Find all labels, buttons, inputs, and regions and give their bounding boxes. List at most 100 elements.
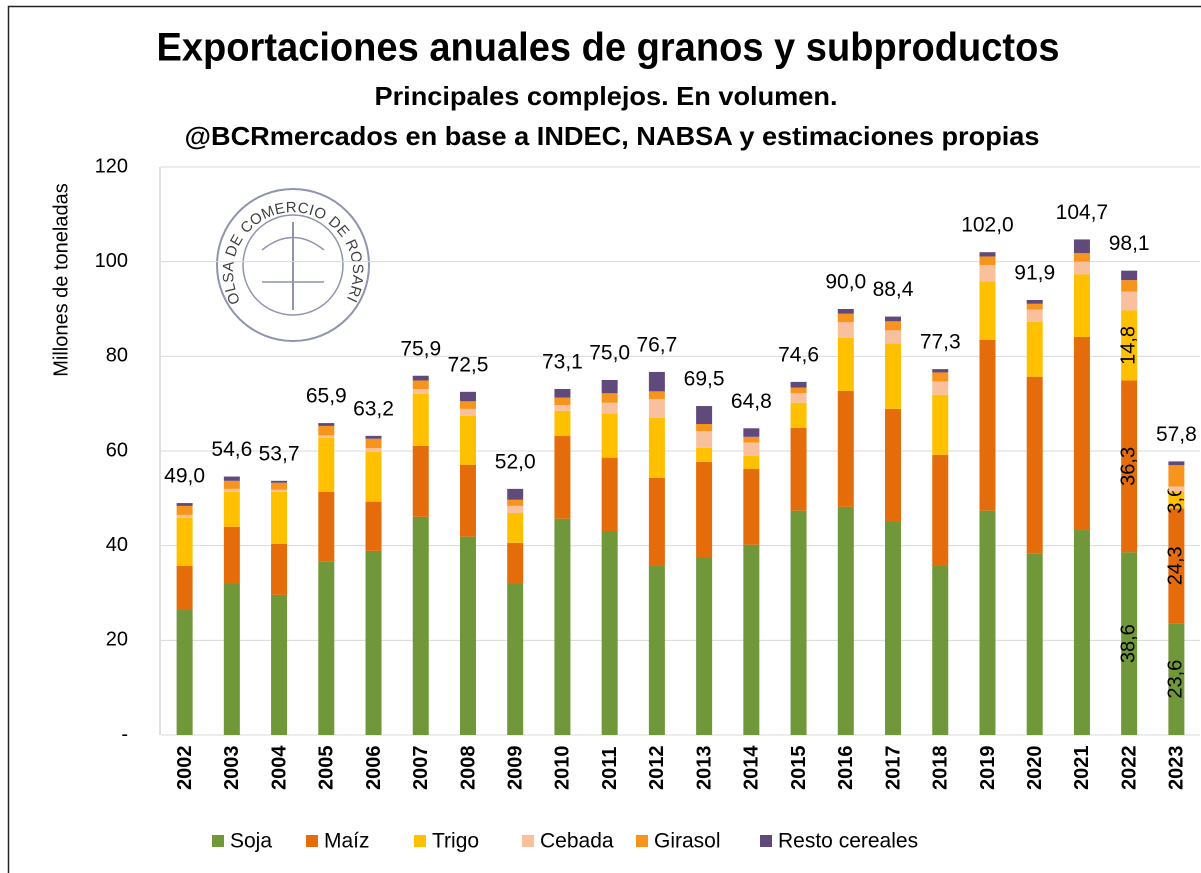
bar-segment	[176, 566, 193, 611]
bar-segment	[648, 371, 665, 392]
bar-segment	[1168, 508, 1185, 624]
bar-segment	[979, 256, 996, 265]
bar-segment	[459, 415, 476, 465]
x-tick-label: 2021	[1071, 746, 1093, 791]
x-tick-label: 2018	[930, 746, 952, 791]
bar-segment	[1168, 491, 1185, 509]
y-tick-label: 80	[106, 345, 128, 367]
bar-segment	[554, 397, 571, 406]
total-label: 69,5	[684, 368, 725, 391]
bar-segment	[223, 491, 240, 527]
x-tick-label: 2009	[504, 746, 526, 791]
bar-segment	[885, 316, 902, 322]
bar-segment	[176, 503, 193, 506]
total-label: 54,6	[211, 438, 252, 461]
total-label: 53,7	[259, 442, 300, 465]
bar-segment	[601, 457, 618, 531]
bar-segment	[932, 372, 949, 382]
bar-segment	[696, 431, 713, 448]
x-tick-label: 2019	[977, 746, 999, 791]
value-label: 24,3	[1165, 546, 1187, 585]
bar-segment	[507, 488, 524, 500]
bar-segment	[223, 526, 240, 584]
bar-segment	[1168, 465, 1185, 487]
bar-segment	[223, 480, 240, 489]
bar-segment	[412, 375, 429, 381]
bar-segment	[885, 343, 902, 409]
bar-segment	[271, 480, 288, 483]
bar-segment	[176, 610, 193, 735]
x-tick-label: 2023	[1166, 746, 1188, 791]
total-label: 77,3	[920, 331, 961, 354]
x-tick-label: 2006	[363, 746, 385, 791]
bar-segment	[743, 436, 760, 443]
legend-swatch	[522, 835, 534, 847]
bar-segment	[601, 530, 618, 735]
bar-segment	[554, 388, 571, 398]
bar-segment	[932, 369, 949, 373]
bar-segment	[837, 313, 854, 323]
bar-segment	[318, 491, 335, 562]
bar-segment	[318, 561, 335, 735]
bar-segment	[790, 381, 807, 388]
bar-segment	[790, 387, 807, 394]
bar-segment	[979, 264, 996, 282]
bar-segment	[743, 544, 760, 735]
bar-segment	[318, 437, 335, 492]
bar-segment	[837, 322, 854, 338]
value-label: 23,6	[1165, 660, 1187, 699]
bar-segment	[837, 506, 854, 735]
bar-segment	[223, 583, 240, 735]
bar-segment	[412, 516, 429, 735]
x-tick-label: 2008	[457, 746, 479, 791]
total-label: 75,0	[589, 342, 630, 365]
legend-label: Cebada	[540, 830, 614, 853]
bar-segment	[1121, 552, 1138, 735]
bar-segment	[507, 542, 524, 584]
bar-segment	[601, 413, 618, 458]
bar-segment	[1168, 461, 1185, 466]
bar-segment	[601, 393, 618, 403]
bar-segment	[271, 491, 288, 544]
bar-segment	[648, 477, 665, 566]
bar-segment	[223, 488, 240, 492]
bar-segment	[1026, 376, 1043, 554]
bar-segment	[932, 394, 949, 455]
bar-segment	[318, 425, 335, 436]
bar-segment	[790, 402, 807, 428]
x-tick-label: 2022	[1118, 746, 1140, 791]
bar-segment	[885, 321, 902, 331]
bar-segment	[790, 393, 807, 403]
bar-segment	[507, 499, 524, 506]
legend-label: Trigo	[432, 830, 479, 853]
bar-segment	[223, 476, 240, 481]
chart-source: @BCRmercados en base a INDEC, NABSA y es…	[185, 121, 1040, 151]
x-tick-label: 2015	[788, 746, 810, 791]
bar-segment	[318, 423, 335, 426]
bar-segment	[601, 380, 618, 394]
x-tick-label: 2011	[599, 747, 621, 790]
bar-segment	[271, 489, 288, 492]
total-label: 90,0	[825, 271, 866, 294]
value-label: 14,8	[1117, 326, 1139, 365]
bar-segment	[932, 454, 949, 567]
bar-segment	[648, 391, 665, 399]
bar-segment	[1026, 321, 1043, 377]
bar-segment	[979, 252, 996, 257]
bar-segment	[176, 517, 193, 567]
bar-segment	[365, 448, 382, 452]
legend-swatch	[212, 835, 224, 847]
x-tick-label: 2014	[741, 745, 763, 790]
bar-segment	[979, 510, 996, 735]
bar-segment	[271, 543, 288, 595]
logo-ring	[216, 188, 370, 342]
x-tick-label: 2003	[221, 746, 243, 791]
bar-segment	[1073, 253, 1090, 262]
bar-segment	[932, 381, 949, 395]
bar-segment	[365, 435, 382, 439]
total-label: 63,2	[353, 397, 394, 420]
total-label: 102,0	[961, 214, 1014, 237]
legend-swatch	[414, 835, 426, 847]
total-label: 74,6	[778, 343, 819, 366]
